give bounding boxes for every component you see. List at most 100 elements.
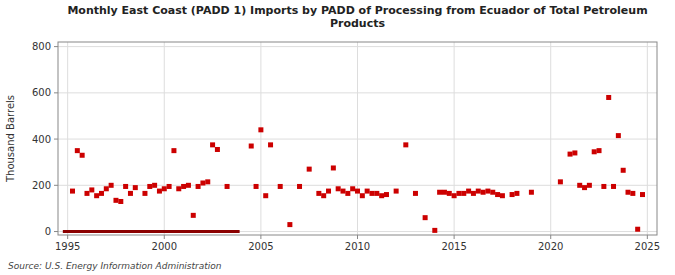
y-tick-label: 800: [32, 41, 51, 52]
y-tick: [54, 46, 58, 47]
x-tick-label: 2000: [152, 241, 177, 252]
title-line: Products: [330, 17, 386, 30]
x-tick: [67, 235, 68, 239]
point: [437, 190, 442, 195]
point: [171, 148, 176, 153]
point: [471, 191, 476, 196]
point: [350, 186, 355, 191]
y-tick-label: 400: [32, 134, 51, 145]
point: [394, 189, 399, 194]
marks: [63, 95, 645, 233]
y-tick: [54, 231, 58, 232]
point: [510, 192, 515, 197]
point: [104, 186, 109, 191]
point: [514, 191, 519, 196]
point: [215, 147, 220, 152]
point: [176, 186, 181, 191]
source-note: Source: U.S. Energy Information Administ…: [8, 261, 222, 271]
x-grid-line: [550, 42, 551, 235]
point: [384, 192, 389, 197]
point: [258, 127, 263, 132]
point: [152, 183, 157, 188]
x-grid-line: [454, 42, 455, 235]
point: [84, 191, 89, 196]
x-grid-line: [67, 42, 68, 235]
point: [442, 190, 447, 195]
point: [99, 191, 104, 196]
title-line: Monthly East Coast (PADD 1) Imports by P…: [67, 4, 647, 17]
point: [210, 142, 215, 147]
zero-line: [63, 230, 240, 233]
point: [365, 189, 370, 194]
point: [157, 189, 162, 194]
point: [109, 183, 114, 188]
x-tick-label: 1995: [55, 241, 80, 252]
point: [423, 215, 428, 220]
point: [268, 142, 273, 147]
x-tick: [454, 235, 455, 239]
x-grid-line: [260, 42, 261, 235]
point: [75, 148, 80, 153]
point: [481, 190, 486, 195]
point: [621, 168, 626, 173]
point: [374, 191, 379, 196]
point: [167, 184, 172, 189]
point: [592, 149, 597, 154]
y-tick: [54, 185, 58, 186]
x-tick-label: 2025: [635, 241, 660, 252]
point: [326, 189, 331, 194]
point: [118, 199, 123, 204]
point: [345, 191, 350, 196]
axes: 0200400600800199520002005201020152020202…: [32, 41, 660, 252]
point: [133, 185, 138, 190]
point: [466, 189, 471, 194]
point: [128, 191, 133, 196]
point: [461, 191, 466, 196]
point: [147, 184, 152, 189]
point: [558, 179, 563, 184]
x-grid-line: [357, 42, 358, 235]
point: [123, 184, 128, 189]
point: [485, 189, 490, 194]
point: [321, 193, 326, 198]
point: [162, 186, 167, 191]
point: [369, 191, 374, 196]
point: [70, 189, 75, 194]
point: [582, 185, 587, 190]
x-tick: [647, 235, 648, 239]
point: [529, 190, 534, 195]
point: [640, 192, 645, 197]
point: [113, 198, 118, 203]
point: [181, 184, 186, 189]
point: [597, 148, 602, 153]
point: [630, 191, 635, 196]
point: [403, 142, 408, 147]
y-tick-label: 200: [32, 180, 51, 191]
point: [331, 165, 336, 170]
y-tick: [54, 139, 58, 140]
grid: [58, 42, 657, 235]
point: [307, 167, 312, 172]
point: [476, 189, 481, 194]
y-tick: [54, 92, 58, 93]
y-tick-label: 0: [45, 226, 51, 237]
point: [336, 186, 341, 191]
point: [316, 191, 321, 196]
point: [360, 193, 365, 198]
point: [432, 228, 437, 233]
point: [205, 179, 210, 184]
x-grid-line: [647, 42, 648, 235]
plot-frame: [58, 42, 657, 235]
x-tick: [164, 235, 165, 239]
y-axis-label: Thousand Barrels: [5, 95, 16, 183]
x-tick-label: 2015: [441, 241, 466, 252]
point: [278, 184, 283, 189]
title: Monthly East Coast (PADD 1) Imports by P…: [67, 4, 647, 30]
point: [225, 184, 230, 189]
point: [601, 184, 606, 189]
point: [341, 189, 346, 194]
point: [452, 193, 457, 198]
point: [94, 193, 99, 198]
point: [89, 187, 94, 192]
point: [355, 189, 360, 194]
